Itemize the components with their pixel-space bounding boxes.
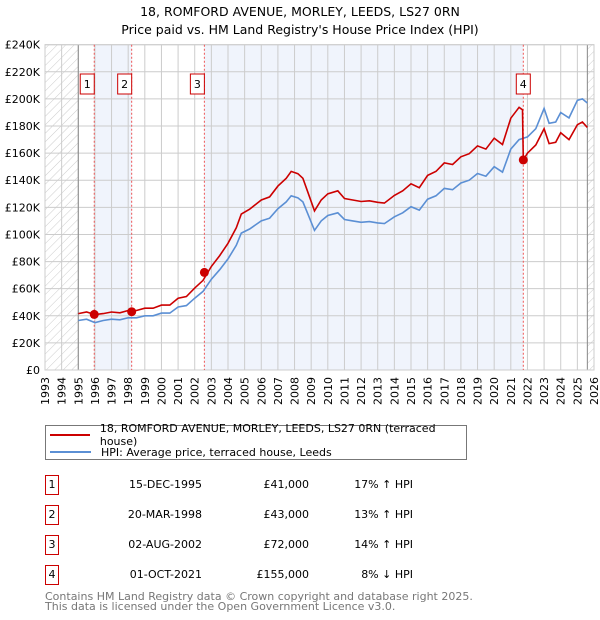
y-tick-label: £80K xyxy=(12,256,41,269)
transaction-row: 3 02-AUG-2002 £72,000 14% ↑ HPI xyxy=(45,535,445,555)
transaction-price: £41,000 xyxy=(263,478,310,491)
transaction-hpi-diff: 8% ↓ HPI xyxy=(361,568,413,581)
transaction-hpi-diff: 13% ↑ HPI xyxy=(354,508,413,521)
x-tick-label: 2012 xyxy=(355,377,368,405)
y-tick-label: £120K xyxy=(5,201,41,214)
chart-subtitle: Price paid vs. HM Land Registry's House … xyxy=(121,22,478,37)
legend-item-hpi: HPI: Average price, terraced house, Leed… xyxy=(50,444,332,460)
y-tick-label: £100K xyxy=(5,228,41,241)
y-tick-label: £240K xyxy=(5,39,41,52)
y-tick-label: £180K xyxy=(5,120,41,133)
sale-point xyxy=(89,309,99,319)
x-tick-label: 2023 xyxy=(538,377,551,405)
x-tick-label: 2005 xyxy=(239,377,252,405)
property-series-line xyxy=(78,106,588,316)
x-tick-label: 1998 xyxy=(122,377,135,405)
sale-label: 2 xyxy=(121,78,128,91)
x-tick-label: 1994 xyxy=(56,377,69,405)
transaction-number: 2 xyxy=(45,505,59,525)
plot-frame xyxy=(44,44,595,371)
sale-point xyxy=(199,267,209,277)
sale-label-box xyxy=(515,73,531,95)
x-tick-label: 2011 xyxy=(338,377,351,405)
sale-point xyxy=(518,155,528,165)
x-tick-label: 1996 xyxy=(89,377,102,405)
sale-label: 4 xyxy=(520,78,527,91)
price-chart: 18, ROMFORD AVENUE, MORLEY, LEEDS, LS27 … xyxy=(5,4,600,405)
x-tick-label: 2014 xyxy=(388,377,401,405)
transaction-number: 3 xyxy=(45,535,59,555)
x-tick-label: 2018 xyxy=(455,377,468,405)
transaction-date: 15-DEC-1995 xyxy=(128,478,202,491)
legend-label: 18, ROMFORD AVENUE, MORLEY, LEEDS, LS27 … xyxy=(99,422,436,448)
hpi-series-line xyxy=(78,98,588,324)
transaction-hpi-diff: 14% ↑ HPI xyxy=(354,538,413,551)
x-tick-label: 2004 xyxy=(222,377,235,405)
transaction-price: £72,000 xyxy=(263,538,310,551)
x-tick-label: 2008 xyxy=(289,377,302,405)
transaction-hpi-diff: 17% ↑ HPI xyxy=(354,478,413,491)
chart-title: 18, ROMFORD AVENUE, MORLEY, LEEDS, LS27 … xyxy=(140,4,460,19)
transaction-row: 2 20-MAR-1998 £43,000 13% ↑ HPI xyxy=(45,505,445,525)
y-tick-label: £0 xyxy=(26,364,40,377)
footer-licence: This data is licensed under the Open Gov… xyxy=(45,600,396,613)
y-tick-label: £60K xyxy=(12,283,41,296)
x-tick-label: 2006 xyxy=(255,377,268,405)
x-tick-label: 2003 xyxy=(205,377,218,405)
x-tick-label: 2009 xyxy=(305,377,318,405)
x-tick-label: 2021 xyxy=(505,377,518,405)
x-tick-label: 2019 xyxy=(472,377,485,405)
transaction-number: 4 xyxy=(45,565,59,585)
x-tick-label: 2020 xyxy=(488,377,501,405)
x-tick-label: 2007 xyxy=(272,377,285,405)
transaction-date: 02-AUG-2002 xyxy=(128,538,202,551)
footer-copyright: Contains HM Land Registry data © Crown c… xyxy=(45,590,473,603)
transaction-number: 1 xyxy=(45,475,59,495)
sale-label-box xyxy=(79,73,95,95)
x-tick-label: 2024 xyxy=(555,377,568,405)
y-tick-label: £140K xyxy=(5,174,41,187)
sale-label-box xyxy=(117,73,133,95)
x-tick-label: 1997 xyxy=(106,377,119,405)
sale-label: 3 xyxy=(194,78,201,91)
y-tick-label: £20K xyxy=(12,337,41,350)
x-tick-label: 2022 xyxy=(521,377,534,405)
y-tick-label: £40K xyxy=(12,310,41,323)
x-tick-label: 1993 xyxy=(39,377,52,405)
y-tick-label: £200K xyxy=(5,93,41,106)
transaction-date: 01-OCT-2021 xyxy=(129,568,202,581)
x-tick-label: 1999 xyxy=(139,377,152,405)
x-tick-label: 2013 xyxy=(372,377,385,405)
x-tick-label: 2017 xyxy=(438,377,451,405)
x-tick-label: 2000 xyxy=(155,377,168,405)
legend-swatch-red xyxy=(50,434,90,436)
legend: 18, ROMFORD AVENUE, MORLEY, LEEDS, LS27 … xyxy=(45,422,467,460)
x-tick-label: 2015 xyxy=(405,377,418,405)
x-tick-label: 2016 xyxy=(422,377,435,405)
x-tick-label: 2002 xyxy=(189,377,202,405)
legend-swatch-blue xyxy=(50,451,91,453)
transaction-row: 4 01-OCT-2021 £155,000 8% ↓ HPI xyxy=(45,565,445,585)
sale-point xyxy=(127,307,137,317)
legend-item-property: 18, ROMFORD AVENUE, MORLEY, LEEDS, LS27 … xyxy=(50,422,466,448)
transaction-date: 20-MAR-1998 xyxy=(127,508,202,521)
transaction-price: £155,000 xyxy=(256,568,310,581)
x-tick-label: 2010 xyxy=(322,377,335,405)
y-tick-label: £220K xyxy=(5,66,41,79)
transaction-row: 1 15-DEC-1995 £41,000 17% ↑ HPI xyxy=(45,475,445,495)
sale-label: 1 xyxy=(84,78,91,91)
legend-label: HPI: Average price, terraced house, Leed… xyxy=(101,445,332,459)
x-tick-label: 2026 xyxy=(588,377,600,405)
sale-label-box xyxy=(189,73,205,95)
x-tick-label: 1995 xyxy=(72,377,85,405)
y-tick-label: £160K xyxy=(5,147,41,160)
transaction-price: £43,000 xyxy=(263,508,310,521)
x-tick-label: 2001 xyxy=(172,377,185,405)
x-tick-label: 2025 xyxy=(571,377,584,405)
